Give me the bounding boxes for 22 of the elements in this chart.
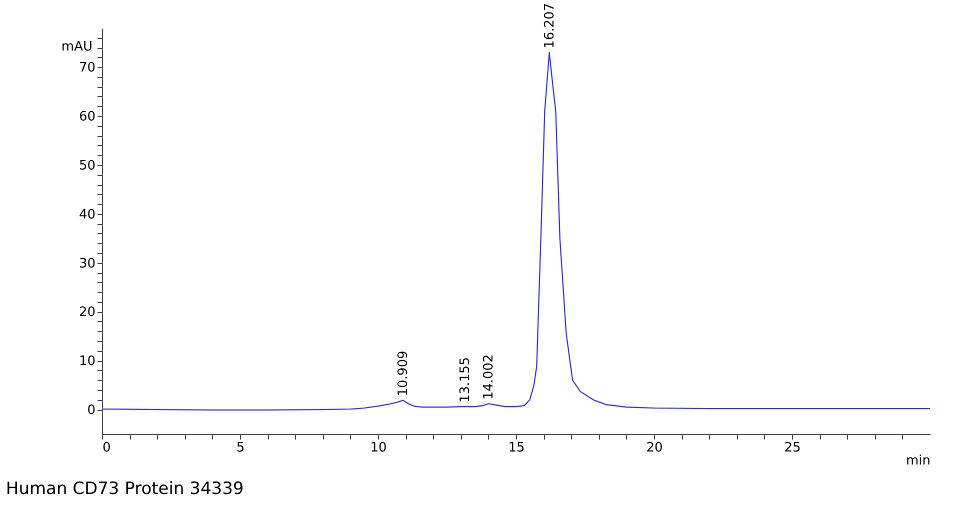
- x-tick-label: 15: [508, 440, 525, 456]
- y-tick-label: 20: [78, 305, 96, 320]
- y-tick-label: 10: [78, 354, 96, 370]
- y-axis-title: mAU: [61, 40, 92, 54]
- annotation: 10.909: [396, 350, 412, 396]
- y-tick-label: 0: [87, 403, 96, 418]
- line-series: [101, 52, 931, 411]
- annotation: 16.207: [542, 2, 558, 48]
- y-tick-label: 50: [78, 158, 96, 174]
- x-tick-label: 20: [646, 440, 663, 456]
- y-tick-label: 40: [78, 207, 96, 222]
- x-tick-label: 0: [102, 440, 111, 456]
- y-tick-label: 70: [78, 60, 96, 76]
- x-tick-label: 25: [784, 440, 801, 456]
- x-tick-label: 10: [370, 440, 387, 456]
- annotation: 14.002: [481, 354, 496, 400]
- text: Human CD73 Protein 34339: [6, 479, 244, 499]
- x-axis-title: min: [906, 454, 930, 468]
- x-tick-label: 5: [236, 440, 245, 456]
- annotation: 13.155: [458, 357, 474, 403]
- y-tick-label: 30: [78, 256, 96, 272]
- y-tick-label: 60: [78, 110, 96, 125]
